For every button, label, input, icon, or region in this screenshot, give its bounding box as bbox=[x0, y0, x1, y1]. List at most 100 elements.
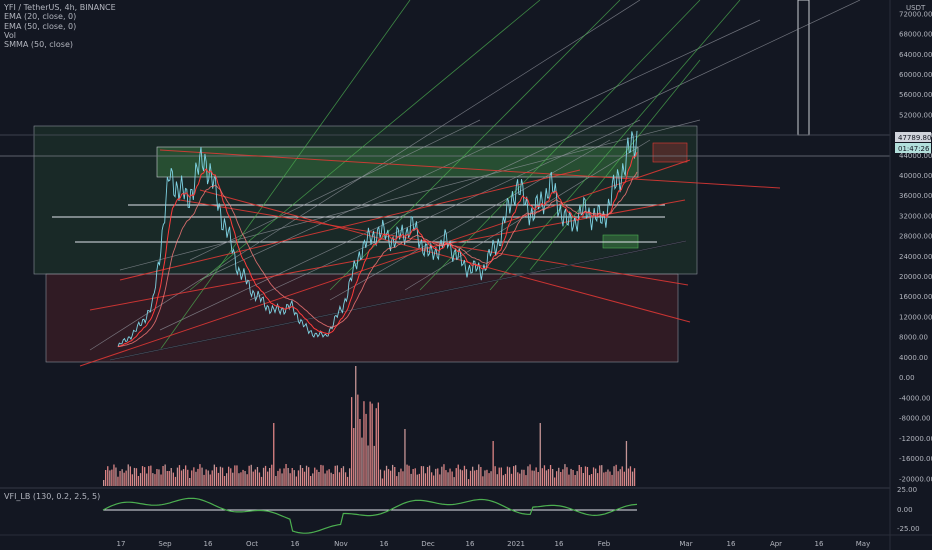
volume-bar bbox=[484, 470, 486, 486]
volume-bar bbox=[400, 468, 402, 486]
volume-bar bbox=[178, 465, 181, 486]
volume-bar bbox=[576, 471, 578, 486]
volume-bar bbox=[332, 474, 334, 486]
volume-bar bbox=[504, 473, 507, 486]
price-tick-label: 72000.00 bbox=[899, 10, 932, 18]
red-trend-line-0 bbox=[79, 159, 691, 367]
volume-bar bbox=[535, 467, 537, 486]
volume-bar bbox=[213, 464, 215, 486]
price-tick-label: 0.00 bbox=[899, 374, 915, 382]
volume-bar bbox=[262, 467, 265, 486]
volume-bar bbox=[552, 469, 554, 486]
volume-bar bbox=[467, 479, 470, 486]
volume-bar bbox=[113, 464, 115, 486]
legend-vol[interactable]: Vol bbox=[4, 30, 16, 40]
price-tick-label: 24000.00 bbox=[899, 253, 932, 261]
time-tick-label: Apr bbox=[770, 540, 782, 548]
volume-bar bbox=[584, 466, 587, 486]
volume-bar bbox=[127, 464, 129, 486]
volume-bar bbox=[371, 403, 373, 486]
volume-bar bbox=[547, 469, 550, 486]
volume-bar bbox=[510, 473, 513, 486]
volume-bar bbox=[299, 465, 302, 486]
volume-bar bbox=[252, 471, 254, 486]
volume-bar bbox=[599, 465, 601, 486]
volume-bar bbox=[617, 471, 619, 486]
volume-bar bbox=[279, 468, 281, 486]
black-trend-line-edge bbox=[109, 240, 687, 361]
countdown-tag-bg bbox=[895, 143, 931, 153]
volume-bar bbox=[219, 466, 222, 486]
volume-bar bbox=[412, 469, 414, 486]
volume-bar bbox=[396, 476, 398, 486]
volume-bar bbox=[392, 464, 394, 486]
volume-bar bbox=[310, 476, 312, 486]
volume-bar bbox=[207, 470, 209, 486]
red-trend-line-3 bbox=[199, 189, 691, 323]
volume-bar bbox=[541, 468, 543, 486]
volume-bar bbox=[631, 471, 634, 486]
price-tick-label: -12000.00 bbox=[899, 435, 932, 443]
volume-bar bbox=[277, 470, 279, 486]
volume-bar bbox=[410, 473, 412, 486]
volume-bar bbox=[406, 464, 408, 486]
price-tick-label: 68000.00 bbox=[899, 31, 932, 39]
volume-bar bbox=[160, 474, 162, 486]
volume-bar bbox=[439, 474, 441, 486]
volume-bar bbox=[408, 465, 410, 486]
volume-bar bbox=[519, 473, 521, 486]
legend-ema50[interactable]: EMA (50, close, 0) bbox=[4, 21, 77, 31]
volume-bar bbox=[205, 469, 207, 486]
volume-bar bbox=[119, 471, 121, 486]
green-fan-line-0 bbox=[159, 0, 411, 351]
volume-bar bbox=[176, 467, 179, 486]
volume-bar bbox=[375, 408, 377, 486]
legend-symbol[interactable]: YFI / TetherUS, 4h, BINANCE bbox=[4, 3, 116, 12]
volume-bar bbox=[191, 470, 193, 486]
volume-bar bbox=[209, 474, 211, 486]
volume-bar bbox=[373, 445, 375, 486]
volume-bar bbox=[619, 469, 621, 486]
volume-bar bbox=[174, 476, 177, 486]
volume-bar bbox=[172, 472, 174, 486]
volume-bar bbox=[109, 470, 111, 486]
red-trend-line-5 bbox=[119, 169, 581, 281]
volume-bar bbox=[170, 468, 172, 486]
oscillator-tick-label: 25.00 bbox=[897, 486, 917, 494]
volume-bar bbox=[154, 474, 156, 486]
volume-bar bbox=[383, 470, 386, 486]
time-tick-label: Dec bbox=[421, 540, 435, 548]
legend-ema20[interactable]: EMA (20, close, 0) bbox=[4, 12, 77, 22]
volume-bar bbox=[135, 468, 138, 486]
volume-bar bbox=[258, 472, 261, 486]
volume-bar bbox=[254, 469, 256, 486]
volume-bar bbox=[164, 464, 166, 486]
volume-bar bbox=[324, 473, 326, 486]
volume-bar bbox=[197, 468, 199, 486]
oscillator-label[interactable]: VFI_LB (130, 0.2, 2.5, 5) bbox=[4, 492, 101, 501]
price-tick-label: 40000.00 bbox=[899, 172, 932, 180]
red-trend-line-4 bbox=[159, 149, 781, 189]
volume-bar bbox=[523, 469, 525, 486]
volume-bar bbox=[105, 470, 107, 486]
volume-bar bbox=[527, 466, 529, 486]
volume-bar bbox=[488, 473, 490, 486]
volume-bar bbox=[416, 474, 418, 486]
volume-bar bbox=[139, 473, 142, 486]
volume-bar bbox=[187, 469, 189, 486]
volume-bar bbox=[482, 476, 484, 486]
volume-bar bbox=[443, 464, 445, 486]
volume-bar bbox=[230, 468, 232, 486]
legend-smma[interactable]: SMMA (50, close) bbox=[4, 40, 74, 50]
gray-fan-line-0 bbox=[89, 0, 641, 351]
volume-bar bbox=[457, 464, 459, 486]
volume-bar bbox=[148, 466, 150, 486]
volume-bar bbox=[180, 470, 183, 486]
volume-bar bbox=[273, 423, 275, 486]
inner-green-box bbox=[156, 146, 639, 178]
time-tick-label: 16 bbox=[380, 540, 389, 548]
price-axis: 72000.00 68000.00 64000.00 60000.00 56000.00… bbox=[899, 10, 932, 483]
price-tick-label: 36000.00 bbox=[899, 192, 932, 200]
volume-bar bbox=[346, 476, 349, 486]
